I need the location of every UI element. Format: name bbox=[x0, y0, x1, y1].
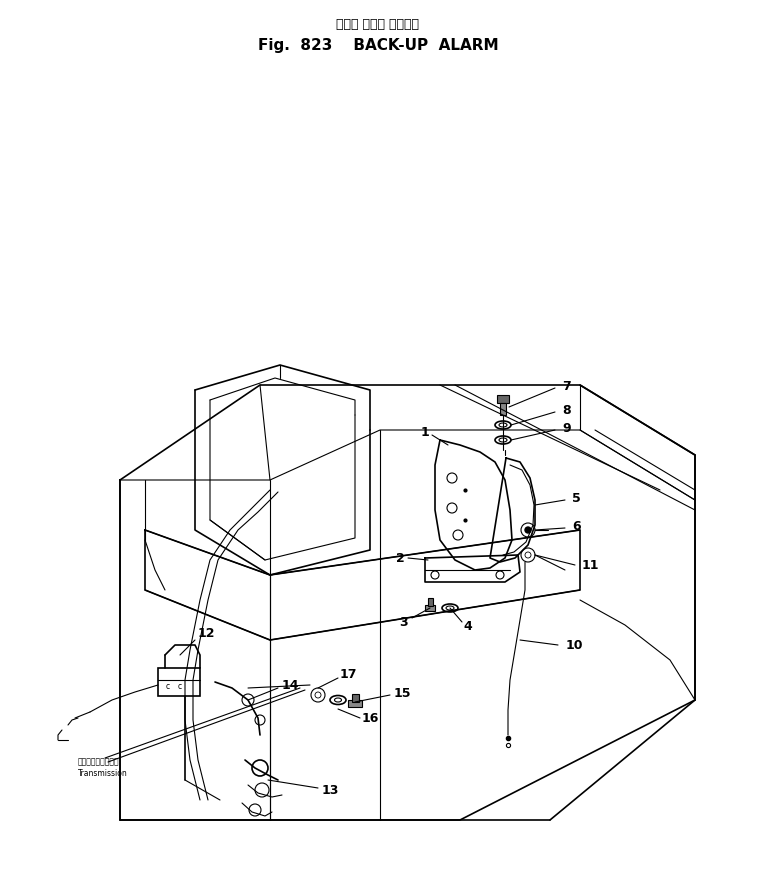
Text: 9: 9 bbox=[562, 422, 571, 435]
Text: c: c bbox=[178, 681, 182, 691]
Text: 14: 14 bbox=[282, 679, 300, 692]
Bar bbox=[352, 694, 359, 702]
Text: Fig.  823    BACK-UP  ALARM: Fig. 823 BACK-UP ALARM bbox=[257, 38, 498, 53]
Text: 7: 7 bbox=[562, 380, 571, 393]
Bar bbox=[497, 395, 509, 403]
Bar bbox=[158, 668, 200, 696]
Text: c: c bbox=[166, 681, 170, 691]
Bar bbox=[428, 598, 433, 606]
Text: 12: 12 bbox=[198, 626, 216, 639]
Text: バック アップ アラーム: バック アップ アラーム bbox=[337, 18, 419, 31]
Text: 6: 6 bbox=[572, 519, 581, 532]
Text: 4: 4 bbox=[463, 619, 472, 632]
Circle shape bbox=[525, 527, 531, 533]
Bar bbox=[500, 403, 506, 415]
Text: トランスミッション: トランスミッション bbox=[78, 758, 120, 766]
Text: 3: 3 bbox=[400, 616, 408, 629]
Bar bbox=[425, 605, 435, 611]
Text: 16: 16 bbox=[362, 712, 379, 725]
Text: 13: 13 bbox=[322, 784, 339, 796]
Text: 15: 15 bbox=[394, 686, 412, 699]
Text: 1: 1 bbox=[421, 426, 429, 438]
Text: 11: 11 bbox=[582, 558, 600, 571]
Bar bbox=[348, 700, 362, 707]
Text: 10: 10 bbox=[566, 638, 584, 652]
Text: 17: 17 bbox=[340, 667, 357, 680]
Text: 8: 8 bbox=[562, 403, 571, 416]
Text: 2: 2 bbox=[396, 551, 404, 564]
Text: 5: 5 bbox=[572, 491, 581, 504]
Text: Transmission: Transmission bbox=[78, 768, 128, 778]
